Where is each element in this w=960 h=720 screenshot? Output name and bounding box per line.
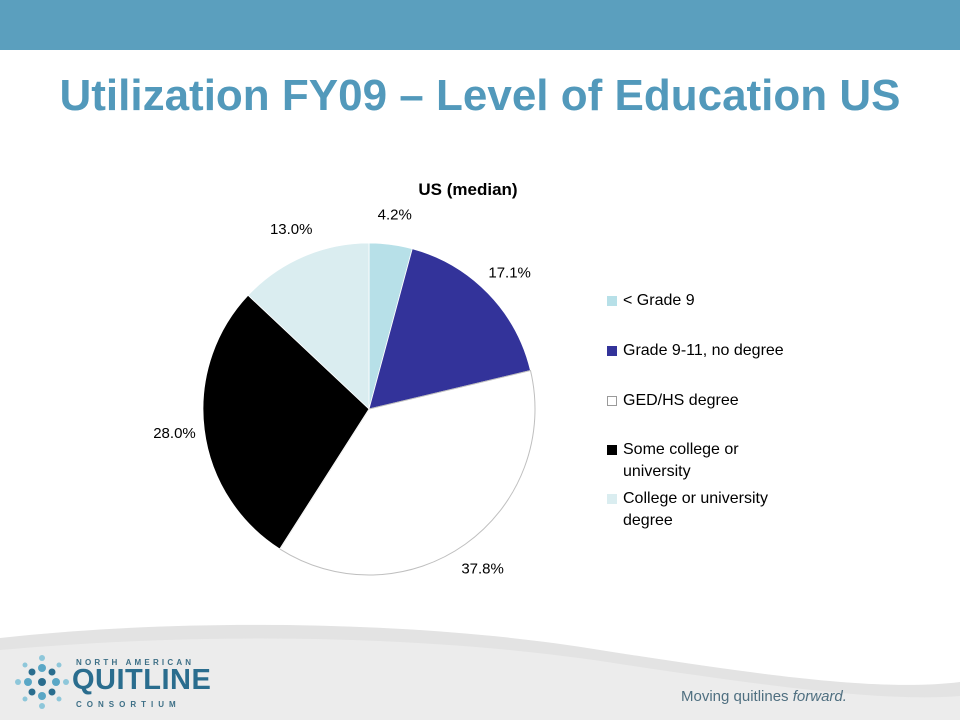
tagline-emphasis: forward. <box>792 688 847 705</box>
legend-swatch <box>607 396 617 406</box>
legend-swatch <box>607 494 617 504</box>
pie-data-labels: 4.2% 17.1% 37.8% 28.0% 13.0% <box>153 207 531 578</box>
tagline: Moving quitlines forward. <box>681 688 847 705</box>
legend-item: College or university degree <box>607 488 768 532</box>
pie-data-label: 13.0% <box>270 221 313 238</box>
legend-label: College or university degree <box>623 490 768 529</box>
legend-swatch <box>607 296 617 306</box>
legend-label: GED/HS degree <box>623 392 739 409</box>
legend-label: Some college or university <box>623 441 739 480</box>
pie-data-label: 4.2% <box>378 207 412 224</box>
pie-slice <box>368 242 413 410</box>
legend-item: Some college or university <box>607 439 739 483</box>
legend-label: < Grade 9 <box>623 292 695 309</box>
legend-label: Grade 9-11, no degree <box>623 342 784 359</box>
chart-title: US (median) <box>418 180 518 199</box>
pie-data-label: 28.0% <box>153 425 196 442</box>
legend-item: < Grade 9 <box>607 290 695 312</box>
logo-text-main: QUITLINE <box>72 664 212 696</box>
pie-slice <box>247 242 370 410</box>
legend-item: GED/HS degree <box>607 390 739 412</box>
pie-slices <box>202 242 536 576</box>
pie-data-label: 37.8% <box>461 561 504 578</box>
tagline-start: Moving quitlines <box>681 688 793 705</box>
top-banner <box>0 0 960 50</box>
legend-swatch <box>607 346 617 356</box>
legend-swatch <box>607 445 617 455</box>
logo-text-top: NORTH AMERICAN <box>76 658 195 667</box>
pie-slice <box>279 369 536 576</box>
legend-item: Grade 9-11, no degree <box>607 340 784 362</box>
pie-data-label: 17.1% <box>488 264 531 281</box>
quitline-logo-icon <box>15 655 69 709</box>
slide-title: Utilization FY09 – Level of Education US <box>59 71 901 120</box>
pie-slice <box>368 248 531 410</box>
footer-wave <box>0 624 960 720</box>
logo-text-bottom: CONSORTIUM <box>76 700 181 709</box>
pie-slice <box>202 294 370 550</box>
